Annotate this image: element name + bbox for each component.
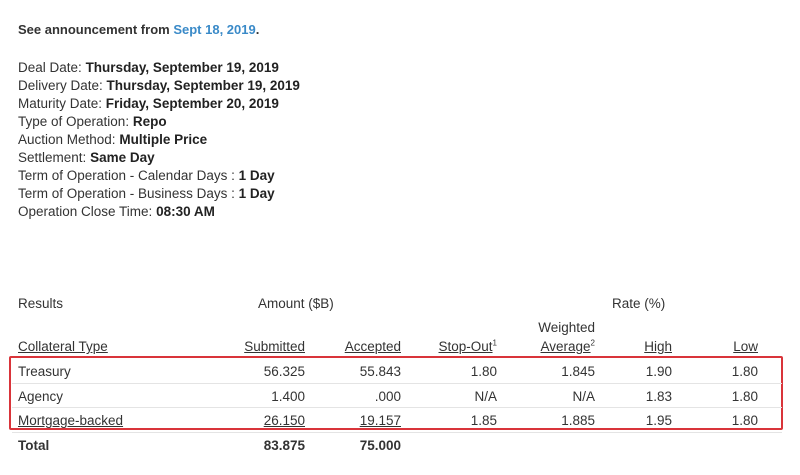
announcement-prefix: See announcement from [18, 22, 170, 37]
operation-details: Deal Date: Thursday, September 19, 2019 … [18, 59, 300, 221]
row-agency-weighted-average: N/A [572, 389, 595, 404]
detail-close-time: Operation Close Time: 08:30 AM [18, 204, 215, 219]
total-label: Total [18, 438, 50, 453]
row-mortgage-backed-high: 1.95 [645, 413, 672, 428]
row-mortgage-backed-low: 1.80 [731, 413, 758, 428]
detail-auction-method: Auction Method: Multiple Price [18, 132, 208, 147]
total-accepted: 75.000 [359, 438, 401, 453]
row-agency-high: 1.83 [645, 389, 672, 404]
row-agency-low: 1.80 [731, 389, 758, 404]
announcement-suffix: . [255, 22, 260, 37]
row-divider [12, 407, 782, 408]
row-mortgage-backed-type-link[interactable]: Mortgage-backed [18, 413, 124, 428]
detail-deal-date: Deal Date: Thursday, September 19, 2019 [18, 60, 279, 75]
row-mortgage-backed-weighted-average: 1.885 [561, 413, 595, 428]
column-header-stop-out[interactable]: Stop-Out1 [438, 338, 497, 354]
row-mortgage-backed-accepted-link[interactable]: 19.157 [359, 413, 401, 428]
row-treasury-accepted: 55.843 [359, 364, 401, 379]
amount-group-header: Amount ($B) [258, 296, 334, 311]
row-agency-type: Agency [18, 389, 64, 404]
row-agency-stop-out: N/A [474, 389, 497, 404]
footnote-2-marker: 2 [590, 338, 595, 348]
detail-delivery-date: Delivery Date: Thursday, September 19, 2… [18, 78, 300, 93]
column-header-accepted[interactable]: Accepted [344, 339, 401, 354]
detail-business-days: Term of Operation - Business Days : 1 Da… [18, 186, 275, 201]
column-header-weighted-top: Weighted [538, 320, 595, 335]
detail-calendar-days: Term of Operation - Calendar Days : 1 Da… [18, 168, 275, 183]
detail-operation-type: Type of Operation: Repo [18, 114, 167, 129]
row-mortgage-backed-submitted-link[interactable]: 26.150 [263, 413, 305, 428]
highlight-box [9, 356, 783, 430]
row-agency-submitted: 1.400 [271, 389, 305, 404]
row-treasury-weighted-average: 1.845 [561, 364, 595, 379]
rate-group-header: Rate (%) [612, 296, 666, 311]
column-header-weighted-average[interactable]: Average2 [540, 338, 596, 354]
column-header-low[interactable]: Low [733, 339, 758, 354]
results-header: Results [18, 296, 64, 311]
column-header-submitted[interactable]: Submitted [244, 339, 305, 354]
footnote-1-marker: 1 [492, 338, 497, 348]
row-treasury-stop-out: 1.80 [470, 364, 497, 379]
row-treasury-high: 1.90 [645, 364, 672, 379]
row-divider [12, 432, 782, 433]
announcement-date-link[interactable]: Sept 18, 2019 [173, 22, 256, 37]
column-header-collateral-type[interactable]: Collateral Type [18, 339, 108, 354]
total-submitted: 83.875 [263, 438, 305, 453]
row-treasury-type: Treasury [18, 364, 71, 379]
detail-settlement: Settlement: Same Day [18, 150, 155, 165]
row-divider [12, 383, 782, 384]
announcement-line: See announcement from Sept 18, 2019. [18, 22, 259, 37]
column-header-high[interactable]: High [644, 339, 672, 354]
row-treasury-low: 1.80 [731, 364, 758, 379]
detail-maturity-date: Maturity Date: Friday, September 20, 201… [18, 96, 279, 111]
row-mortgage-backed-stop-out: 1.85 [470, 413, 497, 428]
row-treasury-submitted: 56.325 [263, 364, 305, 379]
row-agency-accepted: .000 [374, 389, 401, 404]
